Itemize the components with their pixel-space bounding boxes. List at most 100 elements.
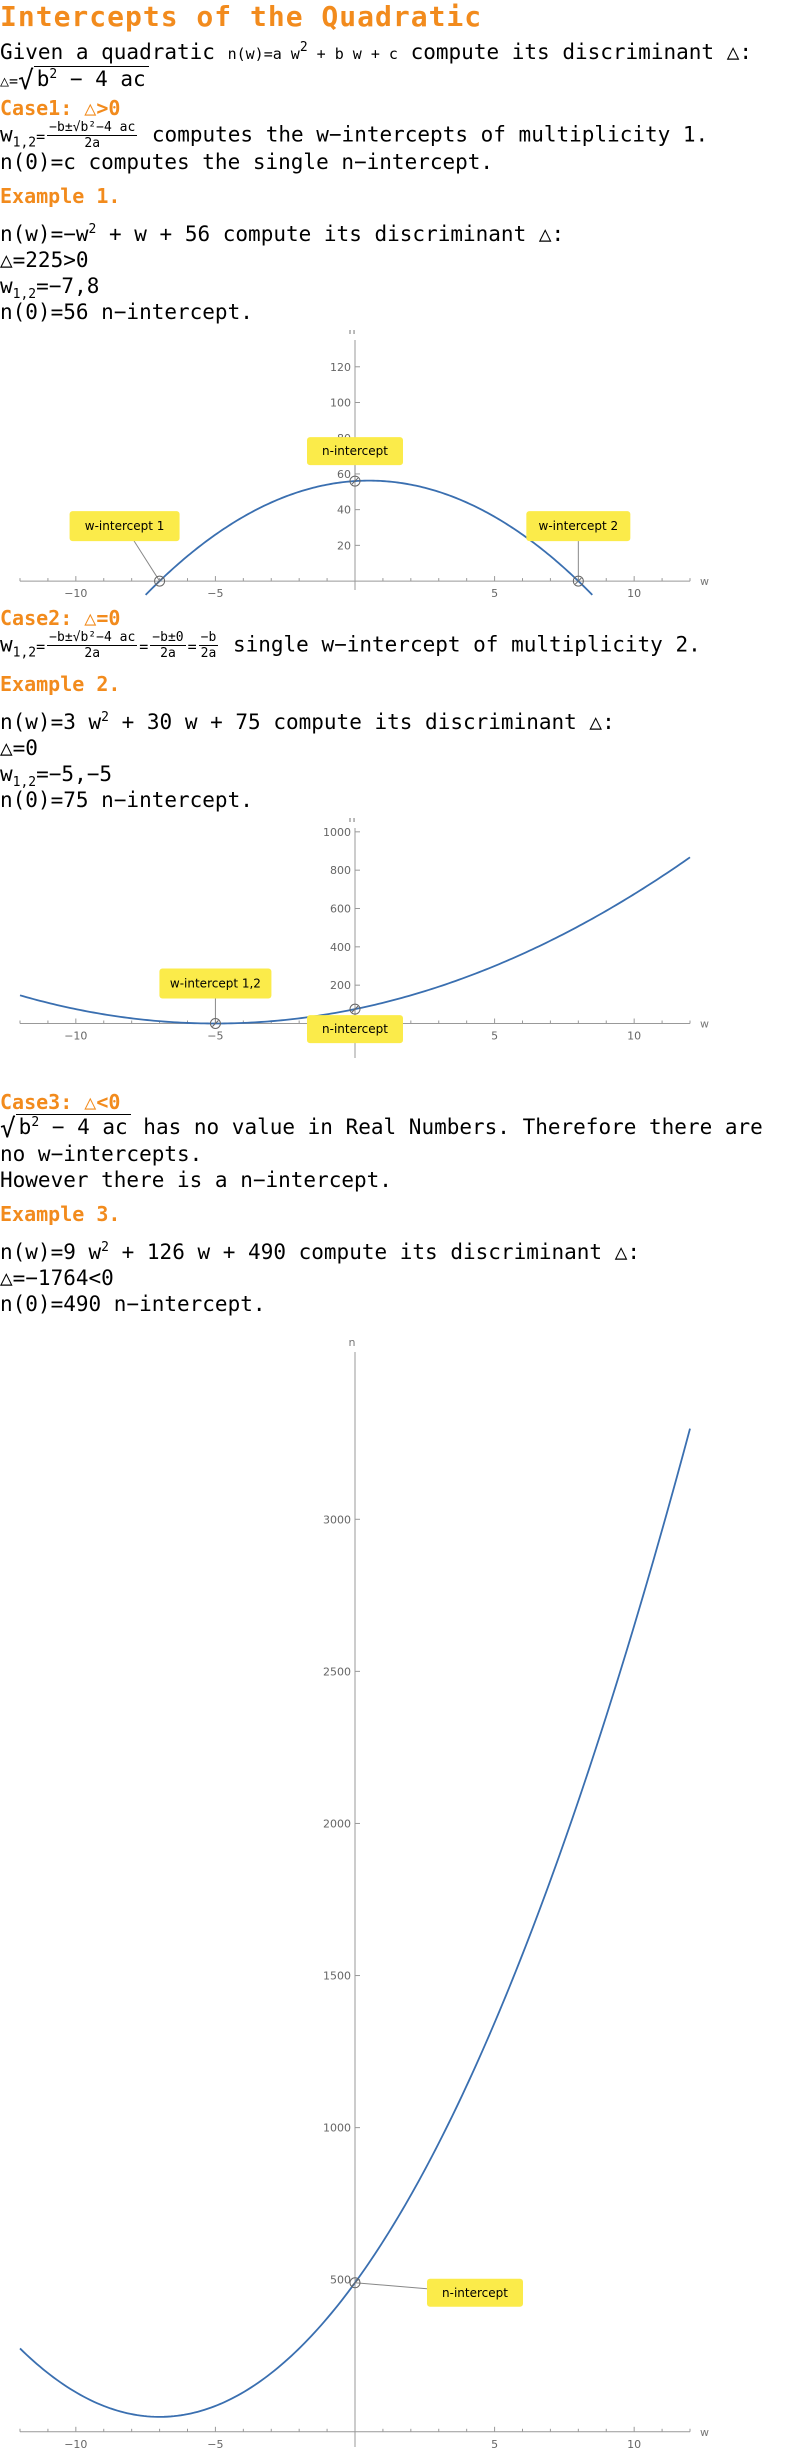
intro-expr-n: n [227, 45, 237, 63]
y-tick-label: 20 [337, 539, 351, 552]
y-axis-label: n [349, 818, 356, 825]
ex1-roots-rhs: =−7,8 [36, 274, 100, 298]
ex2-eq-sup: 2 [101, 710, 109, 725]
plot-axes: w n −10 −5 5 10 500 1000 1500 2000 2500 3000 [19, 1336, 709, 2451]
callout-label: n-intercept [322, 1022, 388, 1036]
disc-sup: 2 [49, 67, 58, 82]
callout-label: w-intercept 1 [85, 519, 165, 533]
example3-heading: Example 3. [0, 1202, 121, 1226]
intercept-marker-slash [574, 577, 582, 585]
callout-box [526, 511, 631, 542]
case2-text: single w−intercept of multiplicity 2. [220, 632, 701, 657]
x-axis-label: w [700, 575, 709, 588]
callout-box [159, 968, 272, 999]
case3-text1: has no value in Real Numbers. Therefore … [130, 1115, 763, 1139]
y-tick-label: 60 [337, 468, 351, 481]
case1-lhs: w [0, 122, 13, 147]
case3-line3: However there is a n−intercept. [0, 1168, 392, 1192]
y-tick-label: 1500 [323, 1970, 351, 1983]
case2-heading: Case2: △=0 [0, 606, 121, 630]
page-title: Intercepts of the Quadratic [0, 0, 483, 33]
case2-f1-den: 2a [84, 646, 101, 661]
intercept-marker-slash [212, 1020, 219, 1027]
case2-f1-num: −b±√b²−4 ac [47, 630, 138, 646]
ex2-eq-post: + 30 w + 75 compute its discriminant △: [108, 710, 615, 734]
y-tick-label: 800 [330, 864, 351, 877]
case1-heading: Case1: △>0 [0, 96, 121, 120]
intercept-marker [154, 575, 166, 587]
plot-axes: w n −10 −5 5 10 200 400 600 800 1000 [19, 818, 709, 1058]
disc-lhs: △= [0, 72, 19, 90]
callout-label: n-intercept [322, 444, 388, 458]
case1-eq: = [36, 127, 46, 146]
y-tick-label: 3000 [323, 1513, 351, 1526]
example1-equation: n(w)=−w2 + w + 56 compute its discrimina… [0, 222, 564, 246]
disc-rest: − 4 ac [57, 67, 146, 91]
case3-heading: Case3: △<0 [0, 1090, 121, 1114]
intro-expr-sup: 2 [299, 40, 308, 55]
intercept-marker-slash [351, 1005, 359, 1013]
y-tick-label: 200 [330, 979, 351, 992]
case3-line1: √ b2 − 4 ac has no value in Real Numbers.… [0, 1114, 763, 1142]
example3-equation: n(w)=9 w2 + 126 w + 490 compute its disc… [0, 1240, 640, 1264]
example1-roots: w1,2=−7,8 [0, 274, 99, 302]
x-tick-label: 5 [491, 1030, 498, 1043]
series-curve [144, 479, 593, 596]
example2-roots: w1,2=−5,−5 [0, 762, 112, 790]
y-tick-label: 400 [330, 941, 351, 954]
case2-f3-den: 2a [200, 646, 217, 661]
y-axis-label: n [349, 1336, 356, 1349]
y-tick-label: 1000 [323, 2122, 351, 2135]
x-tick-label: −10 [64, 2438, 87, 2451]
x-axis-label: w [700, 2426, 709, 2439]
x-axis-label: w [700, 1018, 709, 1031]
case3-line2: no w−intercepts. [0, 1142, 203, 1166]
example3-disc: △=−1764<0 [0, 1266, 114, 1290]
case2-sub: 1,2 [12, 645, 37, 661]
x-tick-label: −5 [207, 2438, 223, 2451]
y-tick-label: 120 [330, 361, 351, 374]
ex3-eq-post: + 126 w + 490 compute its discriminant △… [108, 1240, 640, 1264]
case2-f2-den: 2a [160, 646, 176, 661]
ex2-eq-pre: n(w)=3 w [0, 710, 102, 734]
callout-box [307, 437, 403, 466]
example1-heading: Example 1. [0, 184, 121, 208]
x-tick-label: −10 [64, 587, 87, 600]
x-tick-label: 5 [491, 587, 498, 600]
y-axis-label: n [349, 330, 356, 337]
case1-formula: w1,2= −b±√b²−4 ac 2a computes the w−interc… [0, 120, 708, 151]
x-tick-label: −5 [207, 1030, 223, 1043]
callout-box [307, 1015, 403, 1044]
ex2-roots-rhs: =−5,−5 [36, 762, 112, 786]
intro-text: Given a quadratic [0, 40, 228, 64]
example1-n0: n(0)=56 n−intercept. [0, 300, 253, 324]
intercept-marker [209, 1018, 221, 1029]
x-tick-label: 10 [627, 2438, 641, 2451]
case2-formula: w1,2= −b±√b²−4 ac 2a = −b±0 2a = −b 2a single w−… [0, 630, 701, 661]
example2-plot: w n −10 −5 5 10 200 400 600 800 1000 w-intercept 1,… [19, 818, 709, 1058]
case1-text: computes the w−intercepts of multiplicit… [139, 122, 709, 147]
example2-disc: △=0 [0, 736, 38, 760]
y-tick-label: 600 [330, 903, 351, 916]
case1-num: −b±√b²−4 ac [47, 120, 138, 136]
case2-f3-num: −b [198, 630, 219, 646]
case2-f2-num: −b±0 [150, 630, 186, 646]
y-tick-label: 2500 [323, 1665, 351, 1678]
y-tick-label: 40 [337, 504, 351, 517]
x-tick-label: 5 [491, 2438, 498, 2451]
y-tick-label: 500 [330, 2274, 351, 2287]
case2-lhs: w [0, 632, 13, 657]
x-tick-label: −5 [207, 587, 223, 600]
sqrt-icon: √ [0, 1114, 16, 1144]
case1-sub: 1,2 [12, 135, 37, 151]
ex1-roots-lhs: w [0, 274, 13, 298]
ex1-eq-sup: 2 [88, 222, 97, 237]
disc-rad: b [36, 67, 50, 91]
x-tick-label: 10 [627, 587, 641, 600]
discriminant-formula: △=√ b2 − 4 ac [0, 66, 149, 94]
intro-line: Given a quadratic n(w)=a w2 + b w + c co… [0, 40, 752, 64]
x-tick-label: −10 [64, 1030, 87, 1043]
ex1-roots-sub: 1,2 [12, 287, 37, 303]
intercept-marker-slash [156, 577, 163, 585]
intro-post: compute its discriminant △: [397, 40, 752, 64]
